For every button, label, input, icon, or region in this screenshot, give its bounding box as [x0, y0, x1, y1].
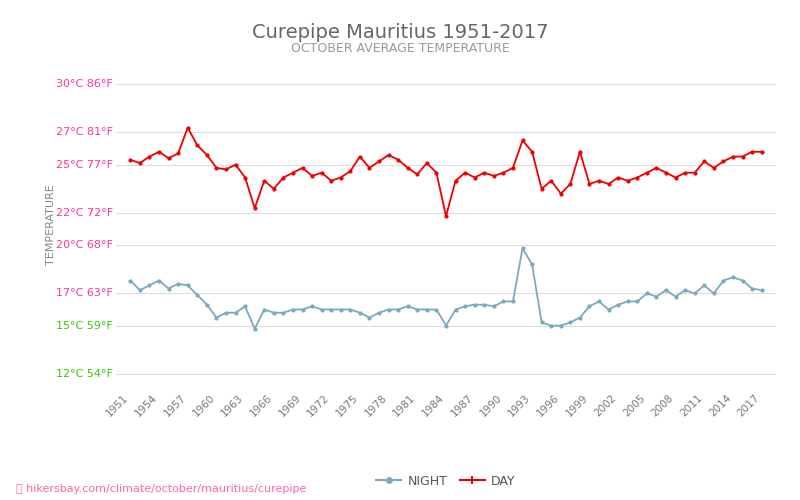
Text: 22°C 72°F: 22°C 72°F — [55, 208, 113, 218]
Y-axis label: TEMPERATURE: TEMPERATURE — [46, 184, 55, 266]
Text: 20°C 68°F: 20°C 68°F — [56, 240, 113, 250]
Text: OCTOBER AVERAGE TEMPERATURE: OCTOBER AVERAGE TEMPERATURE — [290, 42, 510, 56]
Text: 📍 hikersbay.com/climate/october/mauritius/curepipe: 📍 hikersbay.com/climate/october/mauritiu… — [16, 484, 306, 494]
Text: 25°C 77°F: 25°C 77°F — [56, 160, 113, 170]
Text: 12°C 54°F: 12°C 54°F — [56, 369, 113, 379]
Legend: NIGHT, DAY: NIGHT, DAY — [371, 470, 521, 492]
Text: 27°C 81°F: 27°C 81°F — [56, 128, 113, 138]
Text: 15°C 59°F: 15°C 59°F — [56, 320, 113, 330]
Text: Curepipe Mauritius 1951-2017: Curepipe Mauritius 1951-2017 — [252, 22, 548, 42]
Text: 17°C 63°F: 17°C 63°F — [56, 288, 113, 298]
Text: 30°C 86°F: 30°C 86°F — [56, 79, 113, 89]
